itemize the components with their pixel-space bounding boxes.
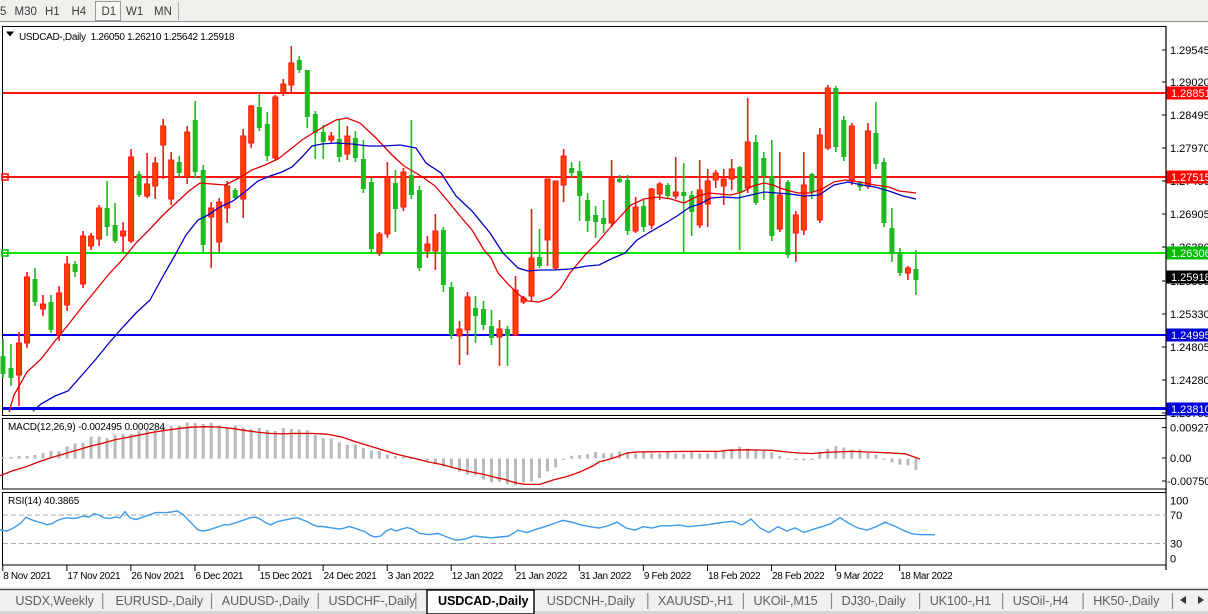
- svg-text:MN: MN: [154, 6, 172, 18]
- svg-text:DJ30-,Daily: DJ30-,Daily: [842, 594, 907, 608]
- svg-text:USDX,Weekly: USDX,Weekly: [15, 594, 94, 608]
- svg-text:USDCNH-,Daily: USDCNH-,Daily: [547, 594, 636, 608]
- svg-text:21 Jan 2022: 21 Jan 2022: [516, 571, 568, 582]
- svg-text:1.26306: 1.26306: [1171, 248, 1208, 260]
- svg-text:31 Jan 2022: 31 Jan 2022: [580, 571, 632, 582]
- svg-text:USDCHF-,Daily: USDCHF-,Daily: [329, 594, 417, 608]
- svg-text:1.24280: 1.24280: [1170, 375, 1208, 387]
- svg-text:1.25918: 1.25918: [1171, 272, 1208, 284]
- svg-text:15 Dec 2021: 15 Dec 2021: [260, 571, 314, 582]
- svg-text:1.28851: 1.28851: [1171, 88, 1208, 100]
- svg-text:17 Nov 2021: 17 Nov 2021: [67, 571, 121, 582]
- svg-text:70: 70: [1170, 510, 1182, 522]
- svg-text:W1: W1: [126, 6, 143, 18]
- svg-text:0: 0: [1170, 554, 1176, 566]
- svg-text:6 Dec 2021: 6 Dec 2021: [196, 571, 244, 582]
- svg-text:-0.007504: -0.007504: [1167, 476, 1208, 488]
- svg-text:1.28495: 1.28495: [1170, 110, 1208, 122]
- svg-text:EURUSD-,Daily: EURUSD-,Daily: [116, 594, 204, 608]
- svg-text:18 Feb 2022: 18 Feb 2022: [708, 571, 761, 582]
- svg-text:M30: M30: [15, 6, 37, 18]
- svg-text:3 Jan 2022: 3 Jan 2022: [388, 571, 435, 582]
- svg-text:XAUUSD-,H1: XAUUSD-,H1: [658, 594, 733, 608]
- svg-text:9 Mar 2022: 9 Mar 2022: [836, 571, 884, 582]
- svg-text:HK50-,Daily: HK50-,Daily: [1093, 594, 1160, 608]
- svg-text:RSI(14) 40.3865: RSI(14) 40.3865: [8, 496, 80, 507]
- svg-text:100: 100: [1170, 496, 1188, 508]
- svg-text:H1: H1: [45, 6, 60, 18]
- svg-text:USDCAD-,Daily 1.26050 1.26210: USDCAD-,Daily 1.26050 1.26210 1.25642 1.…: [19, 32, 235, 43]
- svg-text:5: 5: [0, 6, 6, 18]
- svg-text:9 Feb 2022: 9 Feb 2022: [644, 571, 692, 582]
- svg-text:UKOil-,M15: UKOil-,M15: [754, 594, 818, 608]
- svg-text:24 Dec 2021: 24 Dec 2021: [324, 571, 378, 582]
- svg-text:0.00: 0.00: [1170, 453, 1191, 465]
- svg-text:USDCAD-,Daily: USDCAD-,Daily: [438, 594, 528, 608]
- svg-text:12 Jan 2022: 12 Jan 2022: [452, 571, 504, 582]
- svg-text:1.24805: 1.24805: [1170, 342, 1208, 354]
- svg-text:H4: H4: [72, 6, 87, 18]
- svg-text:0.009278: 0.009278: [1170, 423, 1208, 435]
- svg-text:1.25330: 1.25330: [1170, 309, 1208, 321]
- svg-text:UK100-,H1: UK100-,H1: [930, 594, 991, 608]
- svg-text:USOil-,H4: USOil-,H4: [1013, 594, 1069, 608]
- svg-text:1.29545: 1.29545: [1170, 45, 1208, 57]
- svg-text:1.29020: 1.29020: [1170, 77, 1208, 89]
- svg-text:MACD(12,26,9) -0.002495 0.0002: MACD(12,26,9) -0.002495 0.000284: [8, 422, 166, 433]
- svg-text:8 Nov 2021: 8 Nov 2021: [3, 571, 51, 582]
- svg-text:1.27970: 1.27970: [1170, 143, 1208, 155]
- svg-text:1.23810: 1.23810: [1171, 404, 1208, 416]
- svg-text:18 Mar 2022: 18 Mar 2022: [900, 571, 953, 582]
- svg-text:26 Nov 2021: 26 Nov 2021: [131, 571, 185, 582]
- svg-text:30: 30: [1170, 539, 1182, 551]
- svg-text:1.26905: 1.26905: [1170, 209, 1208, 221]
- svg-text:D1: D1: [102, 6, 117, 18]
- svg-text:1.27515: 1.27515: [1171, 172, 1208, 184]
- svg-text:1.24995: 1.24995: [1171, 330, 1208, 342]
- svg-text:28 Feb 2022: 28 Feb 2022: [772, 571, 825, 582]
- svg-text:AUDUSD-,Daily: AUDUSD-,Daily: [222, 594, 310, 608]
